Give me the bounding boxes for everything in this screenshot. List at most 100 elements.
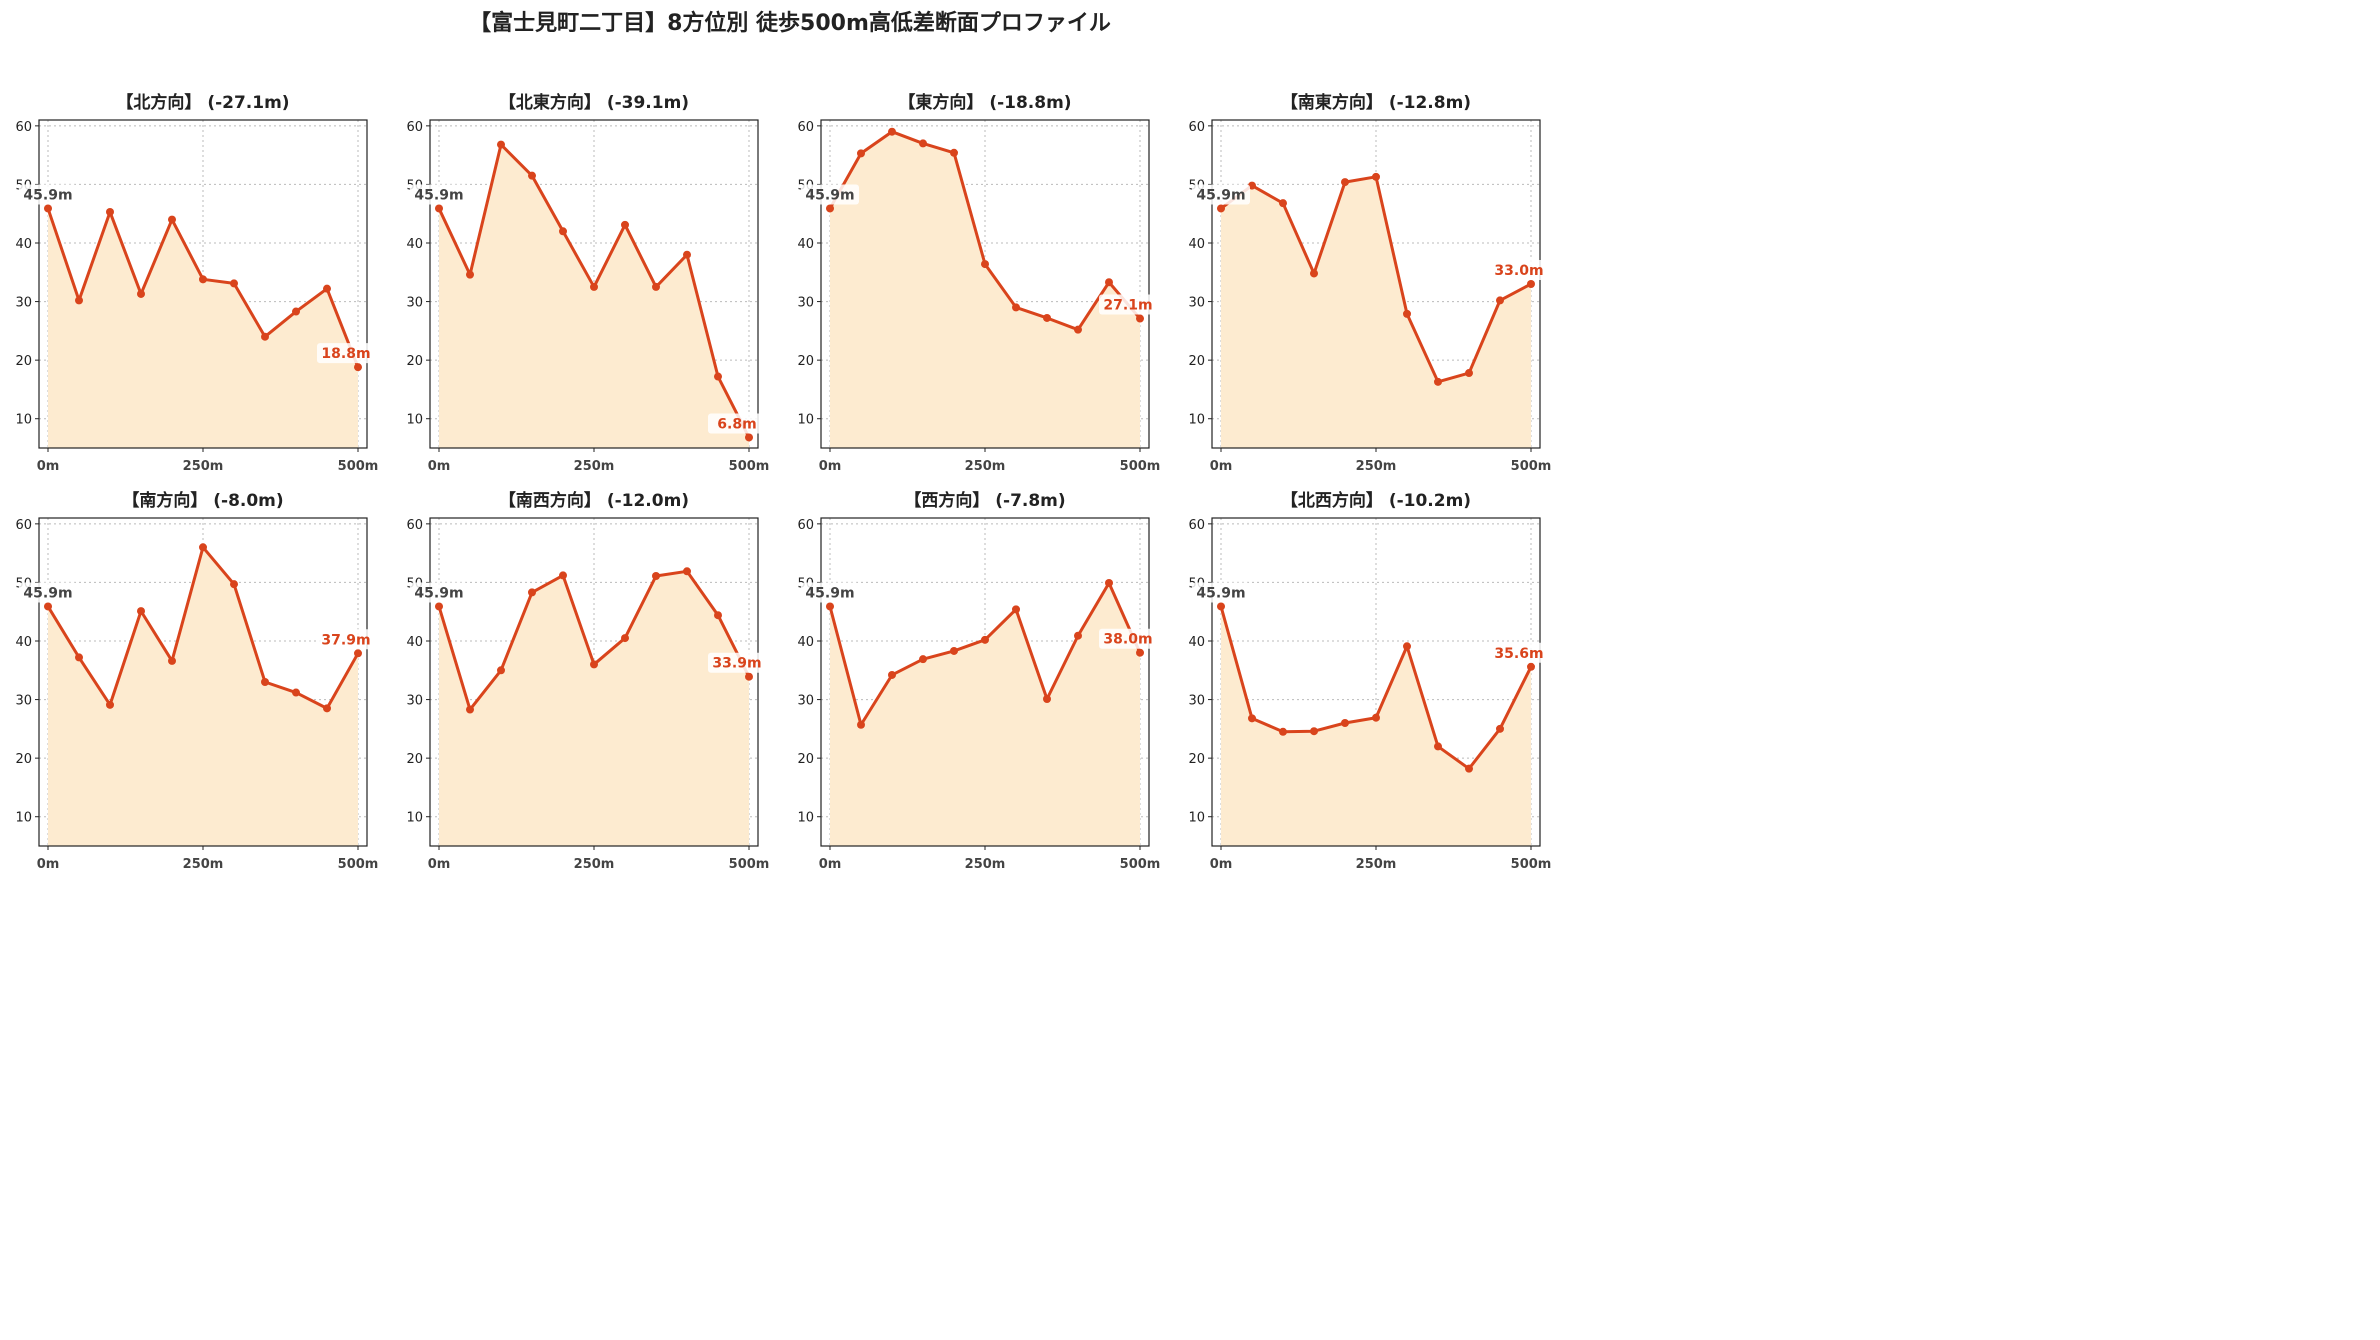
elevation-point bbox=[1136, 314, 1144, 323]
start-elevation-label: 45.9m bbox=[23, 187, 72, 203]
elevation-point bbox=[292, 688, 300, 697]
y-tick-label: 20 bbox=[797, 354, 814, 369]
end-elevation-label: 6.8m bbox=[717, 416, 756, 432]
elevation-point bbox=[919, 655, 927, 664]
elevation-point bbox=[44, 602, 52, 611]
x-tick-label: 250m bbox=[183, 459, 224, 474]
profile-panel: 【東方向】 (-18.8m)1020304050600m250m500m45.9… bbox=[797, 92, 1160, 474]
elevation-point bbox=[1248, 714, 1256, 723]
elevation-area bbox=[439, 571, 749, 846]
elevation-point bbox=[683, 250, 691, 259]
start-elevation-label: 45.9m bbox=[23, 585, 72, 601]
elevation-point bbox=[1217, 602, 1225, 611]
y-tick-label: 10 bbox=[1188, 413, 1205, 428]
y-tick-label: 40 bbox=[1188, 237, 1205, 252]
y-tick-label: 10 bbox=[15, 413, 32, 428]
elevation-point bbox=[292, 307, 300, 316]
elevation-point bbox=[1310, 269, 1318, 278]
x-tick-label: 500m bbox=[729, 459, 770, 474]
start-label-box bbox=[410, 184, 468, 205]
y-tick-label: 60 bbox=[1188, 120, 1205, 135]
start-elevation-label: 45.9m bbox=[414, 187, 463, 203]
elevation-point bbox=[1310, 727, 1318, 736]
x-tick-label: 500m bbox=[338, 459, 379, 474]
x-tick-label: 0m bbox=[819, 459, 842, 474]
elevation-point bbox=[950, 646, 958, 655]
elevation-point bbox=[714, 611, 722, 620]
elevation-point bbox=[528, 171, 536, 180]
start-label-box bbox=[1192, 184, 1250, 205]
elevation-point bbox=[1217, 204, 1225, 213]
x-tick-label: 500m bbox=[1511, 459, 1552, 474]
figure-title: 【富士見町二丁目】8方位別 徒歩500m高低差断面プロファイル bbox=[469, 10, 1111, 36]
start-label-box bbox=[801, 582, 859, 603]
elevation-area bbox=[48, 208, 358, 448]
elevation-point bbox=[528, 588, 536, 597]
elevation-point bbox=[75, 296, 83, 305]
elevation-point bbox=[497, 140, 505, 149]
elevation-point bbox=[497, 666, 505, 675]
end-elevation-label: 35.6m bbox=[1494, 646, 1543, 662]
elevation-point bbox=[199, 543, 207, 552]
elevation-area bbox=[439, 144, 749, 448]
panel-title: 【東方向】 (-18.8m) bbox=[898, 92, 1071, 113]
x-tick-label: 0m bbox=[819, 857, 842, 872]
x-tick-label: 0m bbox=[428, 857, 451, 872]
panel-title: 【南東方向】 (-12.8m) bbox=[1281, 92, 1471, 113]
end-label-box bbox=[317, 629, 375, 650]
y-tick-label: 40 bbox=[406, 635, 423, 650]
elevation-point bbox=[1527, 280, 1535, 288]
y-tick-label: 20 bbox=[15, 354, 32, 369]
elevation-point bbox=[652, 282, 660, 291]
x-tick-label: 0m bbox=[37, 857, 60, 872]
end-label-box bbox=[317, 343, 375, 364]
end-label-box bbox=[1099, 628, 1157, 649]
elevation-point bbox=[745, 433, 753, 442]
elevation-point bbox=[826, 602, 834, 611]
elevation-point bbox=[1074, 631, 1082, 640]
start-elevation-label: 45.9m bbox=[805, 187, 854, 203]
start-label-box bbox=[19, 582, 77, 603]
elevation-point bbox=[590, 282, 598, 291]
y-tick-label: 20 bbox=[406, 354, 423, 369]
elevation-point bbox=[1279, 727, 1287, 736]
y-tick-label: 20 bbox=[797, 752, 814, 767]
y-tick-label: 60 bbox=[406, 518, 423, 533]
x-tick-label: 0m bbox=[37, 459, 60, 474]
panel-title: 【西方向】 (-7.8m) bbox=[904, 490, 1065, 511]
y-tick-label: 10 bbox=[15, 811, 32, 826]
elevation-point bbox=[230, 580, 238, 589]
elevation-point bbox=[106, 207, 114, 216]
elevation-point bbox=[919, 139, 927, 148]
elevation-point bbox=[106, 700, 114, 709]
y-tick-label: 60 bbox=[797, 120, 814, 135]
profile-panel: 【北西方向】 (-10.2m)1020304050600m250m500m45.… bbox=[1188, 490, 1551, 872]
x-tick-label: 250m bbox=[965, 857, 1006, 872]
elevation-point bbox=[1074, 325, 1082, 334]
elevation-point bbox=[745, 672, 753, 681]
elevation-point bbox=[1012, 605, 1020, 614]
y-tick-label: 30 bbox=[797, 296, 814, 311]
elevation-point bbox=[950, 148, 958, 157]
elevation-point bbox=[559, 571, 567, 580]
y-tick-label: 30 bbox=[406, 694, 423, 709]
x-tick-label: 250m bbox=[574, 459, 615, 474]
elevation-point bbox=[466, 705, 474, 714]
start-label-box bbox=[801, 184, 859, 205]
elevation-point bbox=[1279, 199, 1287, 208]
elevation-point bbox=[230, 279, 238, 288]
profile-panel: 【北東方向】 (-39.1m)1020304050600m250m500m45.… bbox=[406, 92, 769, 474]
panel-title: 【北方向】 (-27.1m) bbox=[116, 92, 289, 113]
y-tick-label: 30 bbox=[1188, 296, 1205, 311]
elevation-point bbox=[714, 372, 722, 381]
y-tick-label: 30 bbox=[1188, 694, 1205, 709]
end-label-box bbox=[1099, 294, 1157, 315]
end-elevation-label: 33.9m bbox=[712, 656, 761, 672]
elevation-point bbox=[857, 149, 865, 158]
y-tick-label: 40 bbox=[797, 237, 814, 252]
x-tick-label: 0m bbox=[428, 459, 451, 474]
elevation-point bbox=[323, 284, 331, 293]
end-elevation-label: 37.9m bbox=[321, 632, 370, 648]
start-label-box bbox=[19, 184, 77, 205]
elevation-point bbox=[137, 607, 145, 616]
